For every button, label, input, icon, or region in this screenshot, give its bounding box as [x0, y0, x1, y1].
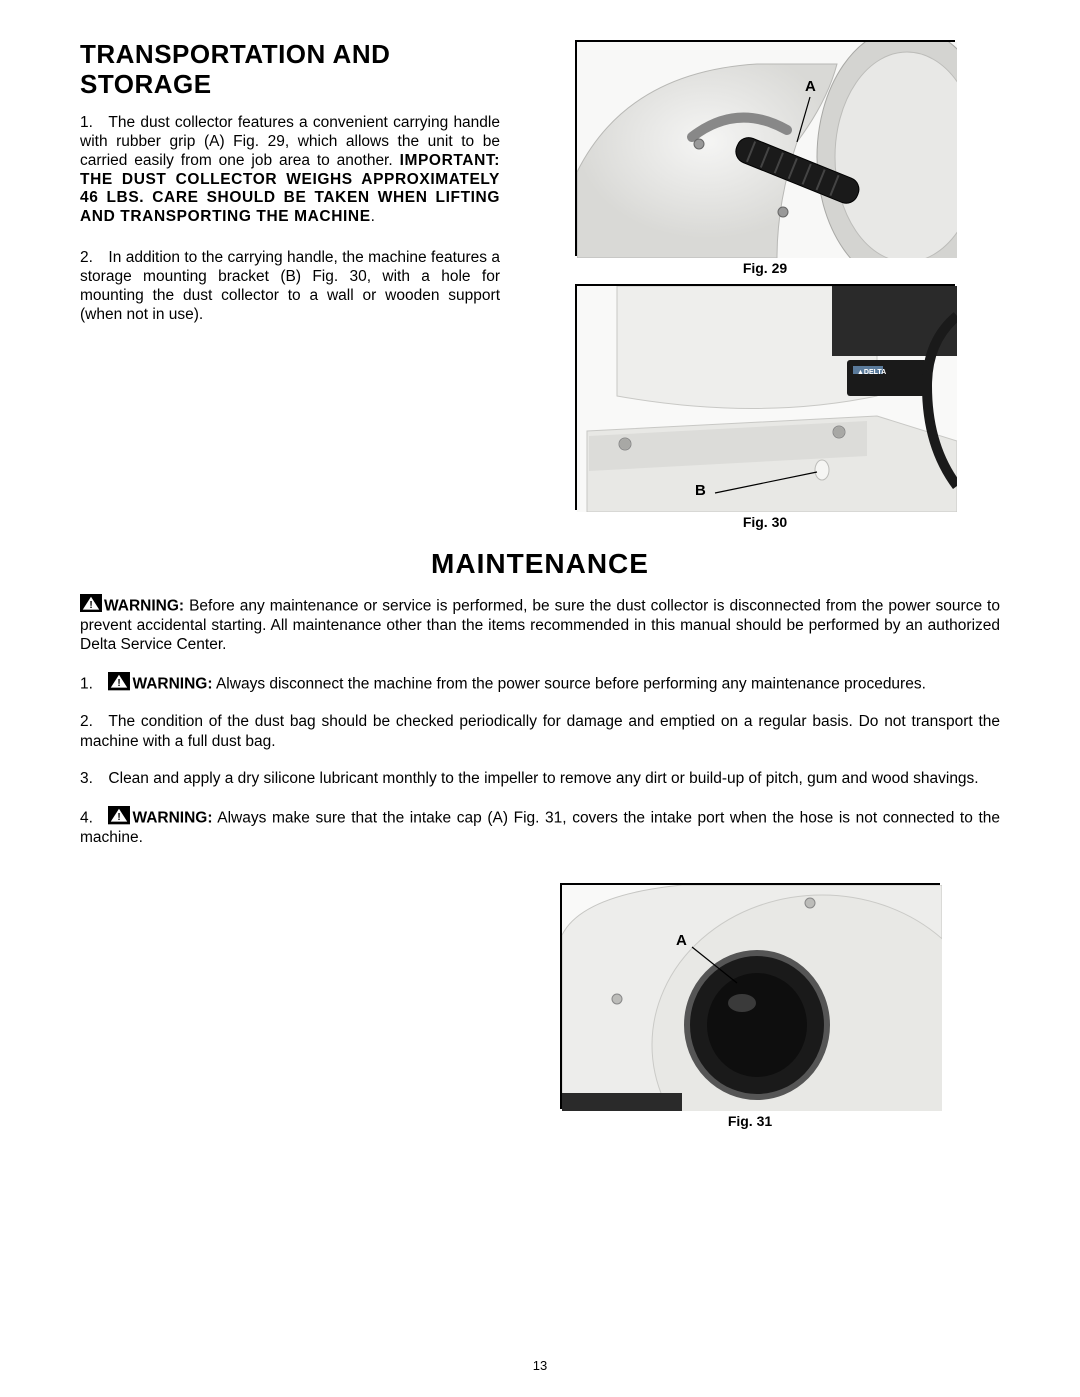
- maintenance-intro: ! WARNING: Before any maintenance or serv…: [80, 594, 1000, 654]
- svg-text:▲DELTA: ▲DELTA: [857, 369, 886, 376]
- section-heading-maintenance: MAINTENANCE: [80, 548, 1000, 580]
- maintenance-item-1-prefix: 1.: [80, 676, 108, 693]
- warning-label: WARNING:: [132, 676, 212, 693]
- warning-label: WARNING:: [132, 810, 212, 827]
- maintenance-item-4-text: Always make sure that the intake cap (A)…: [80, 810, 1000, 846]
- transport-para-1: 1. The dust collector features a conveni…: [80, 114, 500, 227]
- figure-31-caption: Fig. 31: [728, 1113, 772, 1129]
- transport-para-1c: .: [371, 208, 375, 225]
- warning-icon: !: [80, 594, 102, 612]
- figure-29-label-a: A: [805, 78, 816, 95]
- maintenance-intro-text: Before any maintenance or service is per…: [80, 597, 1000, 653]
- figure-30: ▲DELTA B: [575, 284, 955, 510]
- figure-29-illustration: [577, 42, 957, 258]
- figure-29: A: [575, 40, 955, 256]
- maintenance-item-3: 3. Clean and apply a dry silicone lubric…: [80, 769, 1000, 788]
- svg-text:!: !: [89, 600, 92, 611]
- transport-para-2: 2. In addition to the carrying handle, t…: [80, 249, 500, 325]
- figure-31: A: [560, 883, 940, 1109]
- figure-30-caption: Fig. 30: [743, 514, 787, 530]
- figure-31-illustration: [562, 885, 942, 1111]
- warning-icon: !: [108, 806, 130, 824]
- section-heading-transportation: TRANSPORTATION AND STORAGE: [80, 40, 500, 100]
- maintenance-item-2: 2. The condition of the dust bag should …: [80, 712, 1000, 751]
- maintenance-item-1: 1. ! WARNING: Always disconnect the machi…: [80, 672, 1000, 694]
- warning-icon: !: [108, 672, 130, 690]
- figure-29-caption: Fig. 29: [743, 260, 787, 276]
- svg-text:!: !: [118, 679, 121, 690]
- warning-label: WARNING:: [104, 597, 184, 614]
- figure-30-illustration: ▲DELTA: [577, 286, 957, 512]
- figure-31-label-a: A: [676, 932, 687, 949]
- page-number: 13: [0, 1358, 1080, 1373]
- figure-30-label-b: B: [695, 482, 706, 499]
- maintenance-item-4-prefix: 4.: [80, 810, 108, 827]
- svg-text:!: !: [118, 812, 121, 823]
- maintenance-item-4: 4. ! WARNING: Always make sure that the i…: [80, 806, 1000, 847]
- maintenance-item-1-text: Always disconnect the machine from the p…: [213, 676, 926, 693]
